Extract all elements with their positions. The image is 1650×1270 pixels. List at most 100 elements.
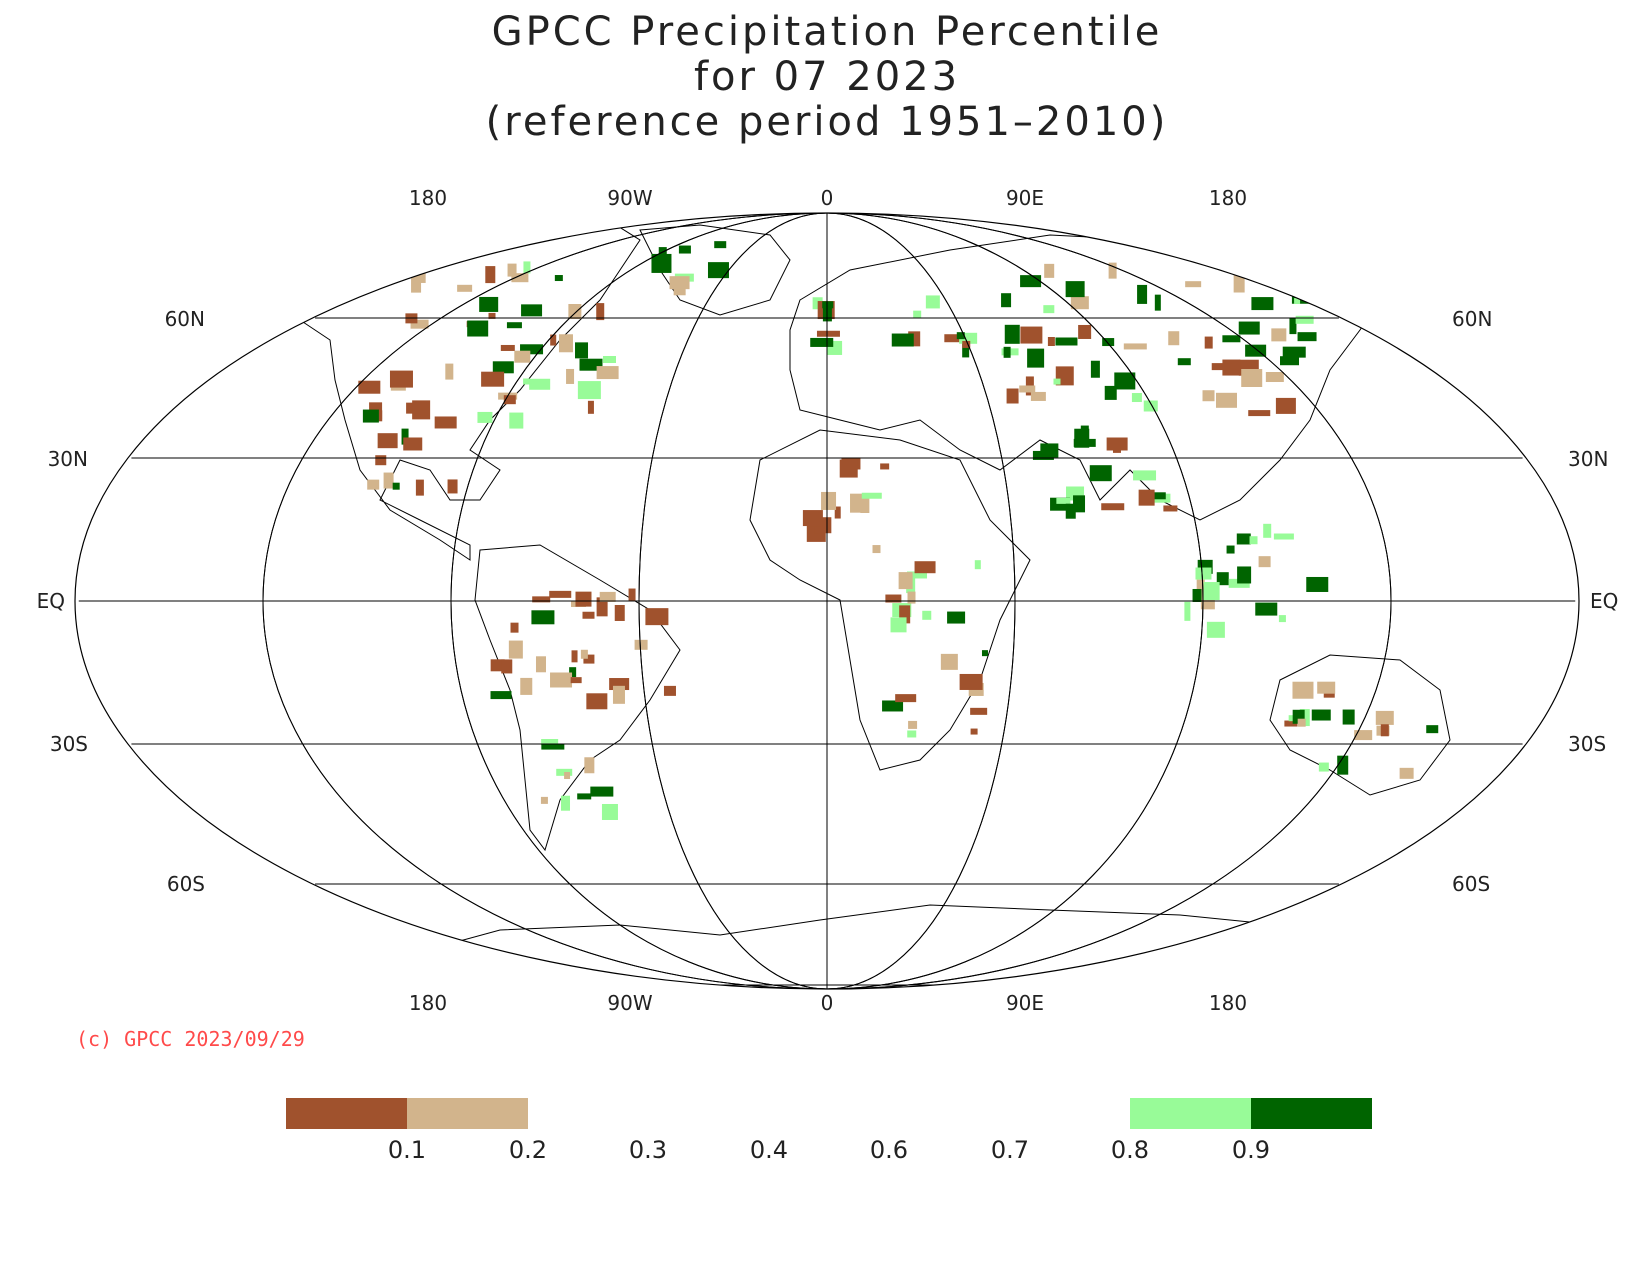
anomaly-cell <box>415 479 424 496</box>
anomaly-cell <box>503 395 516 405</box>
anomaly-cell <box>628 588 636 601</box>
anomaly-cell <box>1131 393 1142 403</box>
anomaly-cell <box>583 654 595 664</box>
anomaly-cell <box>392 482 400 490</box>
anomaly-cell <box>508 640 523 659</box>
anomaly-cell <box>899 605 911 624</box>
anomaly-cell <box>1216 572 1229 586</box>
lon-label-bottom-90e: 90E <box>1006 991 1044 1015</box>
anomaly-cell <box>377 433 398 449</box>
anomaly-cell <box>1053 378 1061 385</box>
colorbar-tick-0-3: 0.3 <box>629 1136 667 1164</box>
lat-label-left-30n: 30N <box>48 447 88 471</box>
anomaly-cell <box>457 284 473 292</box>
anomaly-cell <box>514 350 531 363</box>
anomaly-cell <box>981 650 988 657</box>
colorbar-tick-0-1: 0.1 <box>388 1136 426 1164</box>
anomaly-cell <box>1202 390 1215 402</box>
anomaly-cell <box>834 506 841 519</box>
anomaly-cell <box>531 610 555 625</box>
anomaly-cell <box>1055 337 1078 346</box>
anomaly-cell <box>577 381 601 400</box>
anomaly-cell <box>1273 533 1294 540</box>
anomaly-cell <box>401 428 409 445</box>
anomaly-cell <box>802 510 823 527</box>
anomaly-cell <box>1292 681 1314 699</box>
anomaly-cell <box>1263 523 1272 538</box>
anomaly-cell <box>523 261 531 274</box>
anomaly-cell <box>1070 296 1089 310</box>
lon-label-bottom-180e: 180 <box>1209 991 1247 1015</box>
anomaly-cell <box>1204 336 1213 349</box>
anomaly-cell <box>707 262 729 279</box>
anomaly-cell <box>673 286 686 296</box>
anomaly-cell <box>1295 315 1314 324</box>
anomaly-cell <box>1006 388 1019 404</box>
anomaly-cell <box>1065 503 1076 519</box>
anomaly-cell <box>587 400 594 414</box>
anomaly-cell <box>1280 356 1300 366</box>
anomaly-cell <box>1241 368 1263 387</box>
anomaly-cell <box>490 659 505 672</box>
lat-label-left-30s: 30S <box>50 732 88 756</box>
anomaly-cell <box>1375 710 1394 725</box>
anomaly-cell <box>1311 709 1331 721</box>
lon-label-bottom-0: 0 <box>821 991 834 1015</box>
anomaly-cell <box>1282 346 1306 358</box>
anomaly-cell <box>959 673 983 690</box>
anomaly-cell <box>1047 336 1055 346</box>
anomaly-cell <box>940 653 958 670</box>
anomaly-cell <box>520 344 544 355</box>
anomaly-cell <box>554 275 563 282</box>
anomaly-cell <box>1195 567 1212 580</box>
anomaly-cell <box>1203 582 1220 601</box>
anomaly-cell <box>406 402 417 414</box>
anomaly-cell <box>1154 294 1161 311</box>
meridian-line-4 <box>638 213 1016 989</box>
title-line-2: for 07 2023 <box>694 54 960 100</box>
anomaly-cell <box>944 334 962 343</box>
anomaly-cell <box>810 337 834 347</box>
anomaly-cell <box>634 639 648 650</box>
anomaly-cell <box>882 700 904 712</box>
anomaly-cell <box>812 297 823 310</box>
anomaly-cell <box>1004 324 1020 344</box>
anomaly-cell <box>898 572 913 590</box>
lat-label-right-60s: 60S <box>1452 872 1490 896</box>
anomaly-cell <box>549 590 572 598</box>
anomaly-cell <box>390 384 406 391</box>
anomaly-cell <box>575 342 589 359</box>
anomaly-cell <box>540 796 548 804</box>
anomaly-cell <box>913 310 922 318</box>
anomaly-cell <box>839 459 858 478</box>
anomaly-cell <box>925 295 940 309</box>
anomaly-cell <box>1196 579 1205 598</box>
anomaly-cell <box>1032 450 1054 460</box>
anomaly-cell <box>434 416 457 429</box>
anomaly-cell <box>1108 262 1117 279</box>
precipitation-field <box>249 214 1451 986</box>
anomaly-cell <box>1380 724 1389 737</box>
anomaly-cell <box>586 693 608 710</box>
anomaly-cell <box>1215 392 1237 408</box>
title-line-1: GPCC Precipitation Percentile <box>492 9 1163 55</box>
anomaly-cell <box>1297 332 1317 342</box>
anomaly-cell <box>558 334 573 353</box>
title-line-3: (reference period 1951–2010) <box>486 99 1169 145</box>
anomaly-cell <box>908 720 918 729</box>
anomaly-cell <box>481 371 505 387</box>
anomaly-cell <box>816 330 840 337</box>
anomaly-cell <box>669 276 690 290</box>
anomaly-cell <box>1284 720 1298 727</box>
anomaly-cell <box>1177 358 1191 366</box>
anomaly-cell <box>1043 305 1055 314</box>
anomaly-cell <box>1297 718 1306 727</box>
anomaly-cell <box>1233 273 1245 293</box>
anomaly-cell <box>506 322 522 329</box>
graticule <box>78 213 1576 989</box>
lon-label-bottom-180w: 180 <box>409 991 447 1015</box>
anomaly-cell <box>577 793 592 800</box>
anomaly-cell <box>922 610 932 620</box>
anomaly-cell <box>614 604 625 621</box>
anomaly-cell <box>490 691 512 700</box>
